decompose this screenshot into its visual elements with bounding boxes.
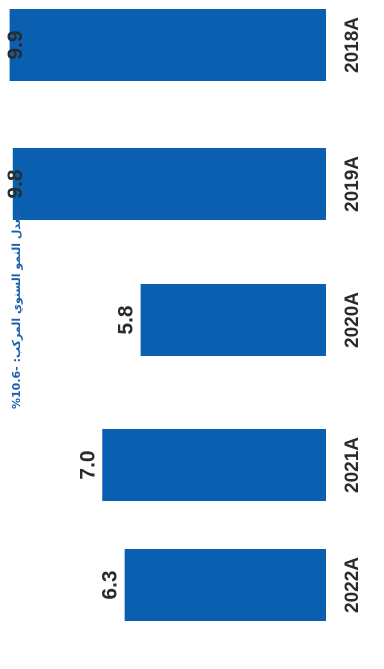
- bar-2021A: [102, 429, 327, 501]
- value-label-2022A: 6.3: [99, 570, 122, 599]
- value-label-2018A: 9.9: [4, 30, 27, 59]
- value-label-2019A: 9.8: [4, 169, 27, 199]
- bar-2020A: [140, 284, 326, 356]
- chart-rotated-group: 6.3 7.0 5.8 9.8 9.9 2022A 2021A 2020A 2019A 2018…: [4, 9, 363, 621]
- bar-2022A: [124, 549, 326, 621]
- value-label-2020A: 5.8: [115, 305, 138, 335]
- value-label-2021A: 7.0: [76, 450, 99, 479]
- bar-2019A: [12, 148, 327, 220]
- category-labels-layer: 2022A 2021A 2020A 2019A 2018A: [342, 17, 363, 613]
- category-label-2021A: 2021A: [342, 437, 363, 493]
- cagr-annotation: معدل النمو السنوي المركب: -10.6%: [10, 210, 23, 409]
- category-label-2018A: 2018A: [342, 17, 363, 73]
- bar-2018A: [9, 9, 327, 81]
- value-labels-layer: 6.3 7.0 5.8 9.8 9.9: [4, 30, 138, 599]
- bars-layer: [9, 9, 327, 621]
- category-label-2020A: 2020A: [342, 292, 363, 348]
- category-label-2022A: 2022A: [342, 557, 363, 613]
- category-label-2019A: 2019A: [342, 156, 363, 212]
